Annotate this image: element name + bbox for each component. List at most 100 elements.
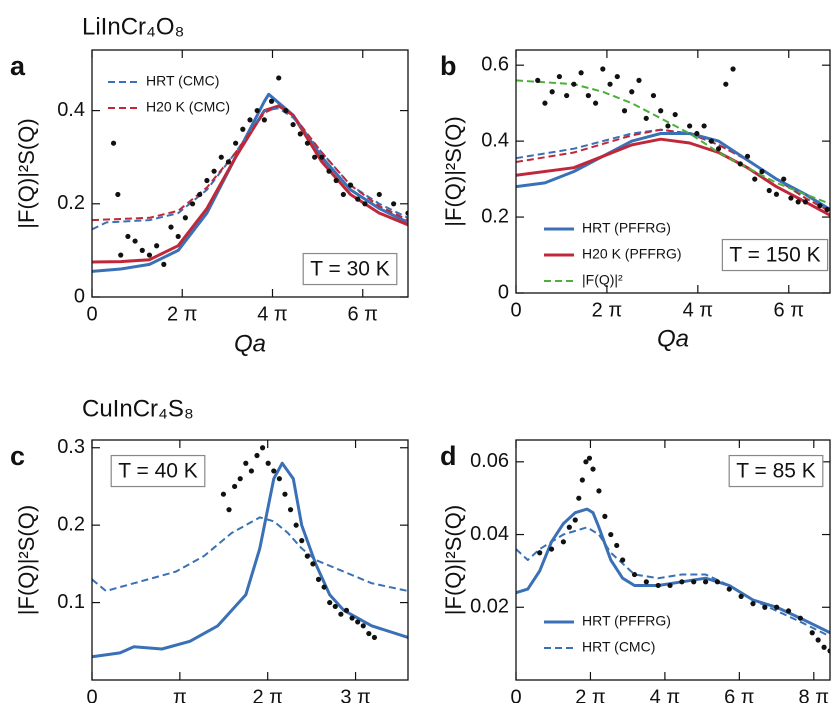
data-point [679,579,685,585]
data-point [802,199,809,205]
data-point [355,619,361,625]
data-point [340,191,346,198]
data-point [355,196,361,202]
y-tick-label: 0.04 [470,523,509,545]
data-point [708,138,714,144]
x-tick-label: 0 [86,303,97,325]
data-point [571,81,577,87]
data-point [824,206,830,213]
x-tick-label: 2 π [592,299,622,321]
data-point [752,176,758,182]
data-point [556,73,563,80]
data-point [607,81,613,87]
x-axis-label: Qa [657,325,689,352]
data-point [564,92,570,99]
annotation-box [721,238,829,272]
data-point [535,77,541,83]
data-point [310,561,316,567]
plot-area [92,445,408,659]
y-tick-label: 0.06 [470,450,509,472]
data-point [821,644,827,650]
data-point [738,593,744,599]
y-tick-label: 0.4 [57,99,85,121]
y-axis-label: |F(Q)|²S(Q) [441,116,466,226]
y-tick-label: 0.3 [57,436,85,458]
data-point [391,201,397,207]
data-point [182,215,188,221]
x-tick-label: 3 π [340,686,370,703]
data-point [602,513,608,519]
data-point [750,601,756,607]
data-point [636,77,642,83]
data-point [737,161,743,167]
data-point [655,582,661,589]
legend-label: HRT (CMC) [146,73,219,89]
data-line [516,137,830,217]
data-point [762,604,768,610]
data-point [560,539,566,545]
y-tick-label: 0.1 [57,591,85,613]
data-point [139,247,145,253]
x-tick-label: 6 π [774,299,804,321]
legend-label: HRT (PFFRG) [582,613,671,629]
data-point [809,630,815,636]
data-point [600,66,606,72]
data-point [376,191,382,198]
y-axis-label: |F(Q)|²S(Q) [14,118,39,228]
data-line [92,516,408,592]
data-point [332,603,338,610]
x-tick-label: π [173,686,187,703]
panel: d |F(Q)|²S(Q) 0 2 π 4 π 6 π 8 π 0.02 0.04 0.06 HRT… [440,439,831,703]
data-point [665,123,671,129]
data-line [516,79,830,205]
data-line [516,128,830,213]
data-point [132,238,138,244]
x-tick-label: 0 [510,686,521,703]
x-tick-label: 2 π [575,686,605,703]
x-tick-label: 0 [86,686,97,703]
data-point [691,579,697,585]
data-point [347,182,354,188]
data-point [596,488,602,494]
legend-label: HRT (PFFRG) [582,220,671,236]
panel-label: a [10,51,26,81]
data-point [326,168,332,174]
annotation: T = 85 K [736,460,816,483]
data-point [578,70,584,76]
data-point [608,531,614,538]
data-point [759,168,765,175]
data-point [781,176,787,182]
data-point [110,140,117,146]
data-point [797,615,803,621]
data-point [237,476,243,482]
panel-title: LiInCr₄O₈ [82,13,184,40]
data-point [815,637,821,643]
data-point [293,522,299,528]
data-point [362,201,368,207]
data-point [240,126,246,132]
data-point [549,89,555,95]
data-point [226,507,232,513]
x-tick-label: 2 π [252,686,282,703]
data-point [572,517,578,523]
data-point [585,92,591,99]
plot-area [92,75,408,273]
x-tick-label: 6 π [724,686,754,703]
annotation-box [728,454,824,488]
axes-frame [515,49,831,294]
plot-area [516,66,830,217]
data-point [276,476,282,482]
data-point [687,123,693,129]
data-point [204,177,210,184]
y-axis-label: |F(Q)|²S(Q) [14,505,39,615]
data-point [276,75,282,81]
data-point [730,66,736,72]
axes-frame [515,439,831,681]
data-point [672,111,678,118]
data-point [299,538,305,544]
y-tick-label: 0 [498,281,509,303]
data-point [785,608,792,614]
data-point [714,579,721,585]
annotation: T = 150 K [729,244,820,267]
data-point [327,599,333,606]
